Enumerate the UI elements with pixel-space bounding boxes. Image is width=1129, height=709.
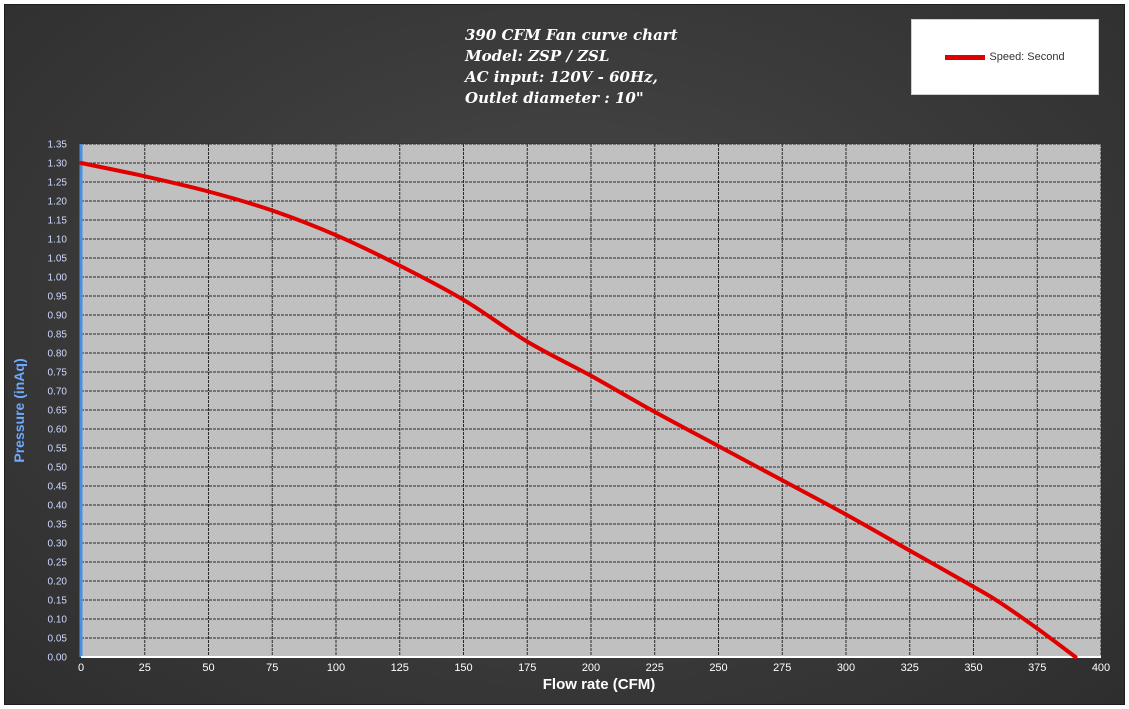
chart-title-line: Model: ZSP / ZSL <box>465 47 610 65</box>
y-tick-label: 0.10 <box>48 615 68 626</box>
y-tick-label: 0.00 <box>48 653 68 664</box>
series-group <box>79 161 1078 659</box>
y-tick-label: 1.20 <box>48 197 68 208</box>
y-tick-label: 1.10 <box>48 235 68 246</box>
legend-label: Speed: Second <box>989 51 1065 63</box>
y-tick-label: 0.75 <box>48 368 68 379</box>
x-tick-label: 150 <box>454 662 472 674</box>
x-tick-label: 350 <box>964 662 982 674</box>
tick-labels: 0 25 50 75 100 125 150 175 200 225 250 275 300 325 350… <box>48 140 1111 675</box>
y-tick-label: 1.00 <box>48 273 68 284</box>
x-tick-label: 125 <box>391 662 409 674</box>
y-tick-label: 0.65 <box>48 406 68 417</box>
y-tick-label: 1.15 <box>48 216 68 227</box>
x-axis-label: Flow rate (CFM) <box>543 676 656 693</box>
y-tick-label: 1.05 <box>48 254 68 265</box>
x-tick-label: 300 <box>837 662 855 674</box>
series-line-speed-second <box>79 161 1078 659</box>
y-tick-label: 1.30 <box>48 159 68 170</box>
y-tick-label: 0.80 <box>48 349 68 360</box>
y-tick-label: 0.55 <box>48 444 68 455</box>
y-tick-label: 0.40 <box>48 501 68 512</box>
x-tick-label: 75 <box>266 662 278 674</box>
chart-title-line: AC input: 120V - 60Hz, <box>465 68 658 86</box>
chart-title-line: Outlet diameter : 10" <box>465 89 644 107</box>
y-tick-label: 0.15 <box>48 596 68 607</box>
chart-title: 390 CFM Fan curve chart Model: ZSP / ZSL… <box>385 25 745 109</box>
y-tick-label: 0.95 <box>48 292 68 303</box>
grid <box>80 143 1102 658</box>
x-tick-label: 0 <box>78 662 84 674</box>
y-tick-label: 0.35 <box>48 520 68 531</box>
y-tick-label: 0.30 <box>48 539 68 550</box>
y-tick-label: 0.05 <box>48 634 68 645</box>
x-tick-label: 375 <box>1028 662 1046 674</box>
y-tick-label: 1.35 <box>48 140 68 151</box>
y-tick-label: 0.70 <box>48 387 68 398</box>
x-tick-label: 50 <box>202 662 214 674</box>
x-tick-label: 175 <box>518 662 536 674</box>
x-tick-label: 225 <box>646 662 664 674</box>
x-tick-label: 25 <box>139 662 151 674</box>
x-tick-label: 200 <box>582 662 600 674</box>
x-tick-label: 275 <box>773 662 791 674</box>
axes <box>79 144 1101 658</box>
y-tick-label: 0.90 <box>48 311 68 322</box>
legend: Speed: Second <box>911 19 1099 95</box>
x-tick-label: 250 <box>709 662 727 674</box>
legend-swatch <box>945 54 986 60</box>
y-tick-label: 0.45 <box>48 482 68 493</box>
y-tick-label: 0.20 <box>48 577 68 588</box>
y-axis-label: Pressure (inAq) <box>11 358 27 462</box>
x-tick-label: 325 <box>901 662 919 674</box>
y-tick-label: 1.25 <box>48 178 68 189</box>
y-tick-label: 0.50 <box>48 463 68 474</box>
y-tick-label: 0.60 <box>48 425 68 436</box>
x-tick-label: 400 <box>1092 662 1110 674</box>
chart-title-line: 390 CFM Fan curve chart <box>465 26 678 44</box>
x-tick-label: 100 <box>327 662 345 674</box>
y-tick-label: 0.85 <box>48 330 68 341</box>
y-tick-label: 0.25 <box>48 558 68 569</box>
